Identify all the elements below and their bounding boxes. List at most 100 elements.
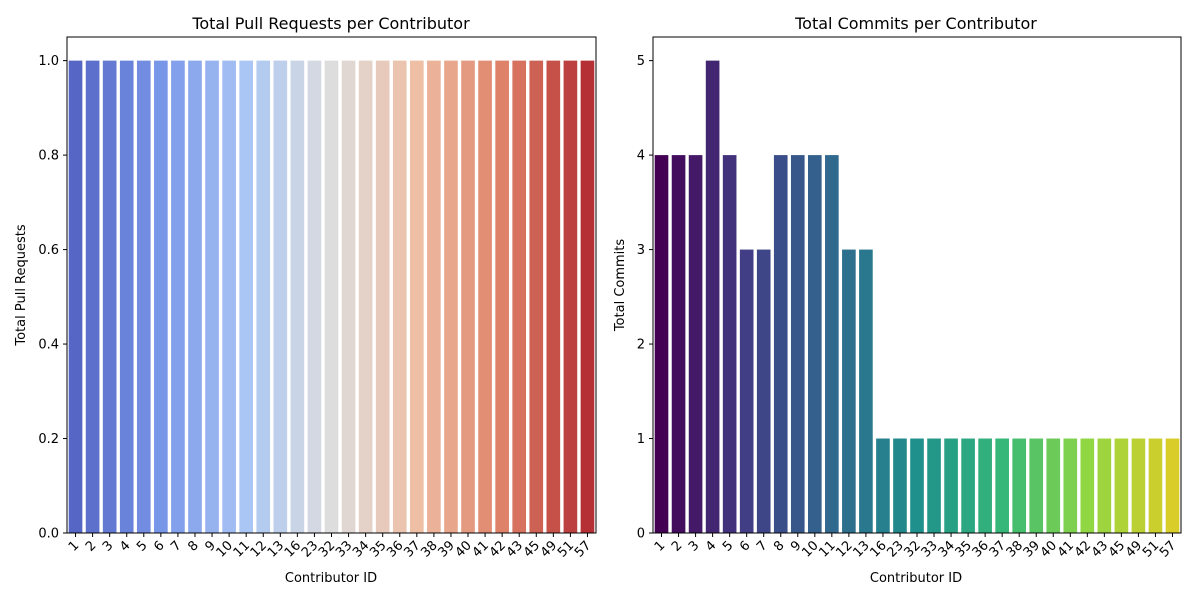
bar-6 <box>739 249 754 533</box>
bar-45 <box>529 60 544 534</box>
x-tick-label: 57 <box>572 538 594 560</box>
bar-12 <box>842 249 856 533</box>
bar-33 <box>341 60 356 534</box>
bar-13 <box>273 60 288 534</box>
y-tick-label: 0.6 <box>38 243 59 258</box>
bar-group <box>68 60 595 534</box>
y-tick-label: 1 <box>637 432 645 447</box>
bar-42 <box>1080 438 1095 533</box>
bar-57 <box>1165 438 1180 533</box>
bar-39 <box>444 60 458 534</box>
x-tick-label: 2 <box>83 538 99 554</box>
bar-10 <box>807 155 822 533</box>
y-tick-label: 0.2 <box>38 432 59 447</box>
bar-32 <box>910 438 924 533</box>
plot-frame <box>66 36 597 534</box>
x-tick-label: 8 <box>771 538 787 554</box>
x-tick-label: 6 <box>737 538 753 554</box>
bar-16 <box>876 438 890 533</box>
bar-11 <box>239 60 253 534</box>
bar-37 <box>995 438 1009 533</box>
bar-3 <box>102 60 117 534</box>
bar-40 <box>461 60 475 534</box>
bar-51 <box>563 60 578 534</box>
bar-8 <box>773 155 788 533</box>
bar-9 <box>790 155 805 533</box>
bar-5 <box>722 155 737 533</box>
x-tick-label: 3 <box>100 538 116 554</box>
bar-43 <box>1097 438 1112 533</box>
bar-41 <box>478 60 492 534</box>
bar-1 <box>68 60 83 534</box>
bar-43 <box>512 60 527 534</box>
y-tick-label: 4 <box>637 149 645 164</box>
bar-49 <box>1131 438 1146 533</box>
bar-32 <box>324 60 339 534</box>
commits-chart: Total Commits per Contributor Contributo… <box>613 14 1182 586</box>
x-tick-label: 8 <box>185 538 201 554</box>
bar-23 <box>893 438 907 533</box>
x-tick-label: 1 <box>66 538 82 554</box>
bar-2 <box>671 155 686 533</box>
x-tick-label: 5 <box>720 538 736 554</box>
x-axis-label: Contributor ID <box>285 571 377 586</box>
x-tick-label: 2 <box>669 538 685 554</box>
y-tick-label: 2 <box>637 338 645 353</box>
bar-51 <box>1148 438 1163 533</box>
bar-12 <box>256 60 271 534</box>
bar-39 <box>1029 438 1044 533</box>
bar-4 <box>119 60 134 534</box>
bar-45 <box>1114 438 1129 533</box>
y-tick-label: 0 <box>637 527 645 542</box>
bar-16 <box>290 60 305 534</box>
bar-38 <box>427 60 441 534</box>
bar-37 <box>410 60 424 534</box>
y-tick-label: 1.0 <box>38 54 59 69</box>
x-tick-label: 7 <box>168 538 184 554</box>
bar-1 <box>654 155 669 533</box>
x-tick-label: 6 <box>151 538 167 554</box>
bar-7 <box>756 249 771 533</box>
bar-36 <box>978 438 992 533</box>
bar-57 <box>580 60 595 534</box>
x-tick-label: 4 <box>703 538 719 554</box>
x-tick-label: 3 <box>686 538 702 554</box>
bar-36 <box>392 60 407 534</box>
x-axis-ticks: 1 2 3 4 5 6 7 8 91011121316233233343536373839404… <box>652 533 1179 561</box>
y-axis-label: Total Pull Requests <box>14 224 29 347</box>
chart-title: Total Commits per Contributor <box>794 14 1037 33</box>
bar-23 <box>307 60 322 534</box>
y-axis-ticks: 0.0 0.2 0.4 0.6 0.8 1.0 <box>38 54 67 542</box>
y-tick-label: 3 <box>637 243 645 258</box>
bar-7 <box>171 60 185 534</box>
x-tick-label: 7 <box>754 538 770 554</box>
bar-33 <box>927 438 941 533</box>
x-tick-label: 4 <box>117 538 133 554</box>
bar-35 <box>375 60 390 534</box>
y-tick-label: 0.0 <box>38 527 59 542</box>
y-axis-label: Total Commits <box>613 239 628 333</box>
bar-42 <box>495 60 509 534</box>
bar-34 <box>944 438 958 533</box>
bar-34 <box>358 60 373 534</box>
bar-35 <box>961 438 975 533</box>
x-tick-label: 57 <box>1157 538 1179 560</box>
bar-11 <box>825 155 839 533</box>
plot-frame <box>652 36 1182 534</box>
bar-5 <box>136 60 151 534</box>
bar-10 <box>222 60 236 534</box>
bar-38 <box>1012 438 1027 533</box>
x-tick-label: 5 <box>134 538 150 554</box>
x-axis-label: Contributor ID <box>870 571 962 586</box>
bar-13 <box>859 249 873 533</box>
chart-title: Total Pull Requests per Contributor <box>191 14 470 33</box>
pull-requests-chart: Total Pull Requests per Contributor Cont… <box>14 14 597 586</box>
bar-6 <box>154 60 168 534</box>
bar-2 <box>85 60 100 534</box>
y-tick-label: 0.8 <box>38 149 59 164</box>
bar-8 <box>188 60 202 534</box>
bar-group <box>654 60 1180 534</box>
y-tick-label: 0.4 <box>38 338 59 353</box>
x-tick-label: 1 <box>652 538 668 554</box>
